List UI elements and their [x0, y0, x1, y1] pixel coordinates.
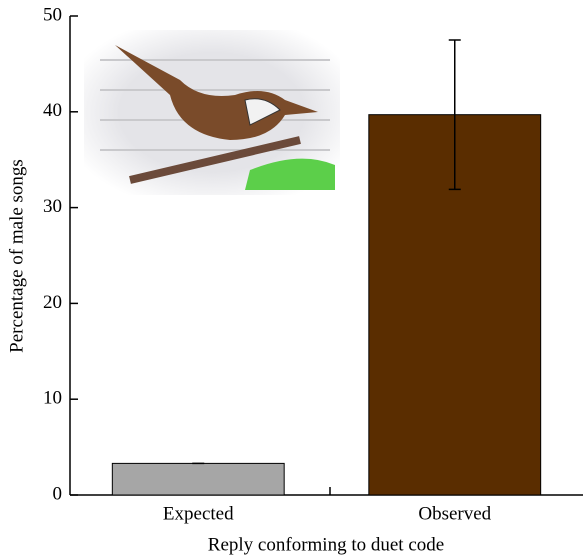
bird-photo	[84, 30, 340, 195]
y-axis-label: Percentage of male songs	[6, 159, 27, 353]
y-tick-label: 10	[43, 388, 62, 409]
y-tick-label: 30	[43, 196, 62, 217]
chart: Reply conforming to duet code Percentage…	[0, 0, 583, 560]
y-tick-label: 40	[43, 100, 62, 121]
x-tick-label: Expected	[163, 503, 234, 524]
y-tick-label: 20	[43, 292, 62, 313]
bar	[112, 463, 284, 495]
y-tick-label: 50	[43, 4, 62, 25]
y-tick-label: 0	[53, 483, 63, 504]
x-axis-label: Reply conforming to duet code	[208, 534, 444, 555]
x-tick-label: Observed	[418, 503, 491, 524]
